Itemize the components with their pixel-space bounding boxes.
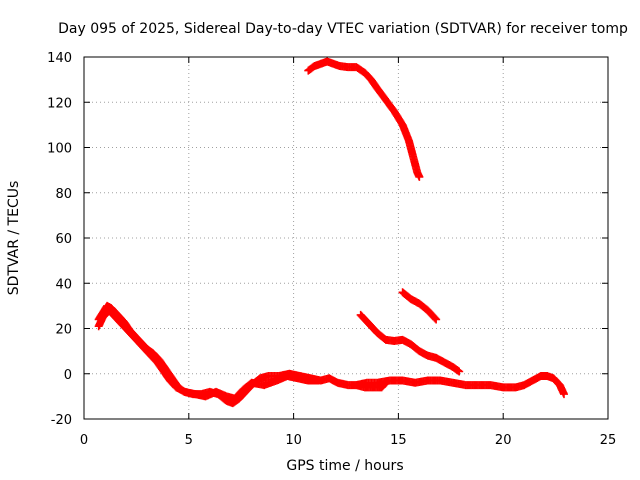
series-track-c — [352, 378, 390, 392]
y-tick-label: 20 — [55, 323, 72, 338]
data-point-marker — [455, 367, 464, 376]
grid-lines — [84, 57, 608, 419]
x-tick-label: 10 — [285, 433, 302, 448]
y-tick-label: 100 — [47, 142, 72, 157]
chart-title: Day 095 of 2025, Sidereal Day-to-day VTE… — [58, 21, 628, 37]
series-track-b — [94, 306, 323, 403]
series-track-f — [398, 288, 441, 324]
data-point-marker — [380, 379, 389, 388]
x-tick-label: 15 — [390, 433, 407, 448]
series-track-d — [304, 57, 424, 181]
y-tick-label: 140 — [47, 51, 72, 66]
x-tick-label: 25 — [600, 433, 617, 448]
y-tick-label: -20 — [51, 413, 72, 428]
x-tick-label: 20 — [495, 433, 512, 448]
data-points — [94, 57, 568, 408]
data-point-marker — [381, 378, 390, 387]
y-tick-label: 0 — [64, 368, 72, 383]
y-tick-label: 120 — [47, 96, 72, 111]
y-axis-title: SDTVAR / TECUs — [6, 181, 22, 296]
data-point-marker — [380, 380, 389, 389]
y-tick-label: 60 — [55, 232, 72, 247]
series-track-a — [94, 301, 568, 408]
y-tick-label: 80 — [55, 187, 72, 202]
data-point-marker — [559, 390, 568, 399]
x-axis-title: GPS time / hours — [286, 458, 403, 474]
x-tick-label: 0 — [80, 433, 88, 448]
y-tick-label: 40 — [55, 277, 72, 292]
data-point-marker — [431, 314, 440, 323]
data-point-marker — [415, 172, 424, 181]
data-point-marker — [432, 315, 441, 324]
x-tick-label: 5 — [185, 433, 193, 448]
series-track-e — [356, 310, 464, 376]
axis-ticks: 0 5 10 15 20 25 -20 0 20 40 60 80 100 120 140 — [47, 51, 616, 448]
data-point-marker — [314, 376, 323, 385]
